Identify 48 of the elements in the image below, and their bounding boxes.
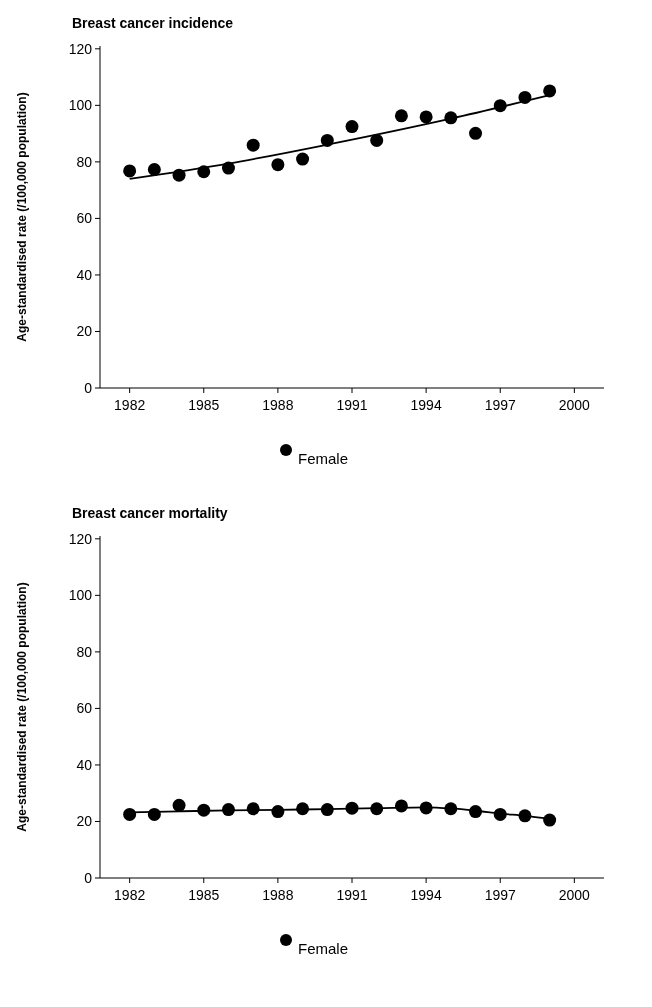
x-tick-label: 1988 xyxy=(262,887,294,903)
point xyxy=(172,798,186,812)
y-tick-label: 80 xyxy=(76,643,93,660)
x-tick-label: 1982 xyxy=(114,397,146,413)
y-axis-title: Age-standardised rate (/100,000 population) xyxy=(15,92,29,342)
x-tick-label: 1985 xyxy=(188,397,220,413)
point xyxy=(246,138,260,152)
x-tick-label: 1994 xyxy=(410,397,442,413)
point xyxy=(543,813,557,827)
y-tick-label: 100 xyxy=(68,97,93,114)
y-tick-label: 80 xyxy=(76,153,93,170)
x-tick-label: 1991 xyxy=(336,397,368,413)
legend-label: Female xyxy=(298,940,349,957)
y-tick-label: 20 xyxy=(76,813,93,830)
y-tick-label: 60 xyxy=(76,210,93,227)
point xyxy=(394,109,408,123)
chart-title: Breast cancer incidence xyxy=(72,15,234,31)
x-tick-label: 1985 xyxy=(188,887,220,903)
x-tick-label: 2000 xyxy=(558,887,591,903)
y-tick-label: 0 xyxy=(84,379,93,396)
x-tick-label: 1991 xyxy=(336,887,368,903)
x-tick-label: 1997 xyxy=(484,397,517,413)
point xyxy=(469,126,483,140)
x-tick-label: 1988 xyxy=(262,397,294,413)
legend-label: Female xyxy=(298,450,349,467)
point xyxy=(370,133,384,147)
point xyxy=(296,152,310,166)
point xyxy=(123,164,137,178)
y-tick-label: 120 xyxy=(68,530,93,547)
y-tick-label: 100 xyxy=(68,587,93,604)
point xyxy=(123,807,137,821)
y-tick-label: 20 xyxy=(76,323,93,340)
point xyxy=(419,110,433,124)
y-tick-label: 120 xyxy=(68,40,93,57)
y-tick-label: 40 xyxy=(76,266,93,283)
chart-title: Breast cancer mortality xyxy=(72,505,228,521)
y-tick-label: 0 xyxy=(84,869,93,886)
point xyxy=(345,120,359,134)
x-tick-label: 2000 xyxy=(558,397,591,413)
point xyxy=(147,163,161,177)
point xyxy=(271,158,285,172)
y-tick-label: 60 xyxy=(76,700,93,717)
x-tick-label: 1997 xyxy=(484,887,517,903)
y-tick-label: 40 xyxy=(76,756,93,773)
x-tick-label: 1994 xyxy=(410,887,442,903)
y-axis-title: Age-standardised rate (/100,000 population) xyxy=(15,582,29,832)
x-tick-label: 1982 xyxy=(114,887,146,903)
point xyxy=(543,84,557,98)
